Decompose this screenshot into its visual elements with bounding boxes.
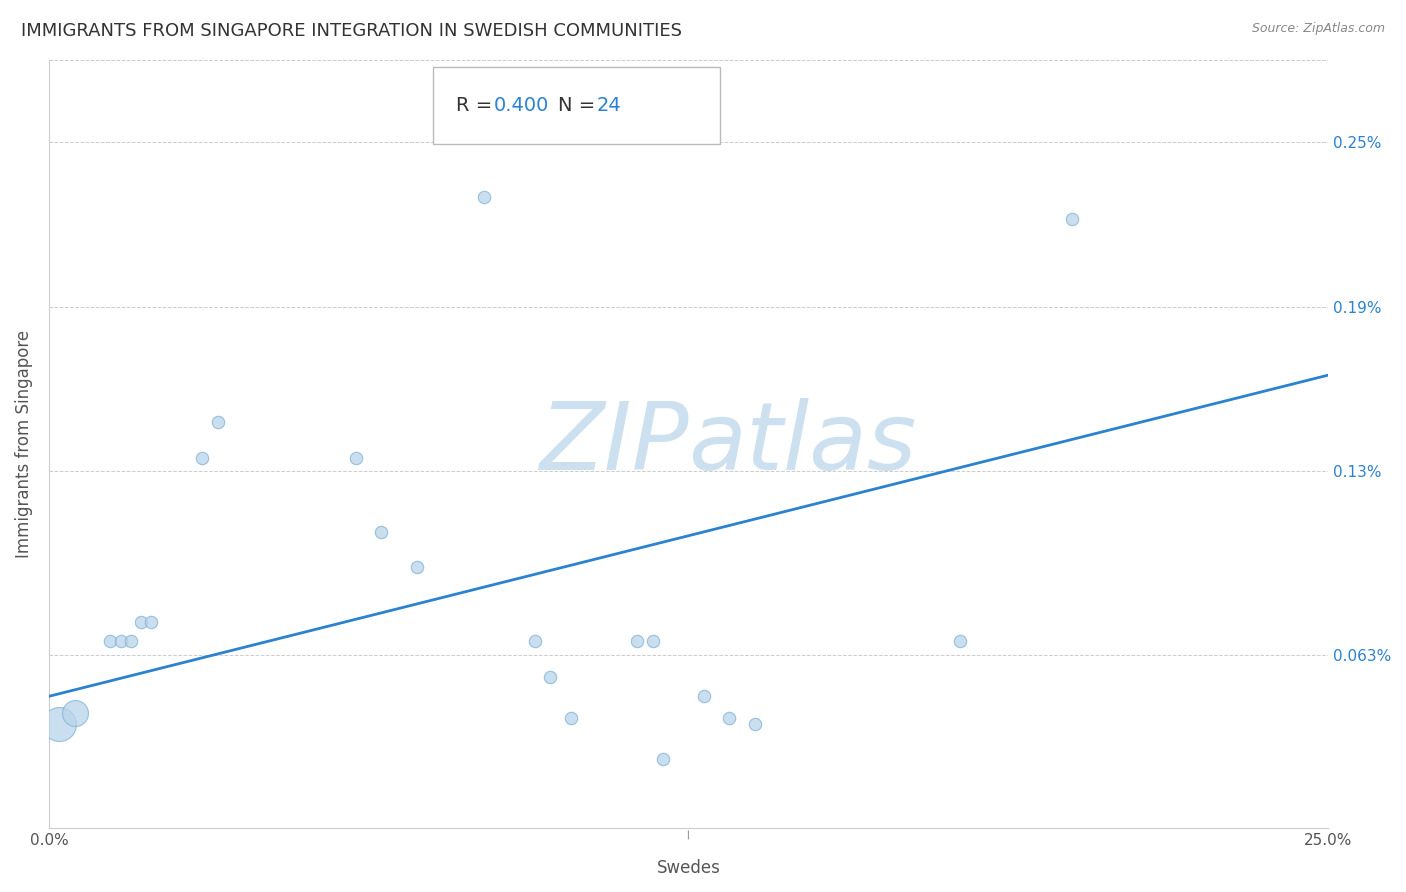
Point — [1062, 211, 1084, 226]
Point — [651, 752, 673, 766]
Point — [560, 711, 582, 725]
Point — [948, 634, 970, 648]
Point — [744, 716, 766, 731]
Point — [48, 716, 70, 731]
Text: Source: ZipAtlas.com: Source: ZipAtlas.com — [1251, 22, 1385, 36]
Point — [406, 560, 429, 574]
Point — [626, 634, 648, 648]
Text: 0.400: 0.400 — [494, 96, 550, 115]
Point — [523, 634, 546, 648]
Point — [641, 634, 664, 648]
Point — [63, 706, 86, 720]
Text: ZIP: ZIP — [538, 399, 689, 490]
Point — [472, 190, 495, 204]
Text: N =: N = — [558, 96, 602, 115]
FancyBboxPatch shape — [433, 67, 720, 145]
Text: atlas: atlas — [689, 399, 917, 490]
Point — [141, 615, 163, 630]
Y-axis label: Immigrants from Singapore: Immigrants from Singapore — [15, 330, 32, 558]
Point — [538, 670, 561, 684]
Point — [129, 615, 152, 630]
Point — [344, 450, 367, 465]
Text: R =: R = — [456, 96, 498, 115]
Point — [98, 634, 121, 648]
Point — [191, 450, 214, 465]
Point — [370, 524, 392, 539]
Point — [120, 634, 142, 648]
Point — [718, 711, 741, 725]
Point — [207, 415, 229, 429]
X-axis label: Swedes: Swedes — [657, 859, 720, 877]
Point — [110, 634, 132, 648]
Text: IMMIGRANTS FROM SINGAPORE INTEGRATION IN SWEDISH COMMUNITIES: IMMIGRANTS FROM SINGAPORE INTEGRATION IN… — [21, 22, 682, 40]
Text: 24: 24 — [596, 96, 621, 115]
Point — [693, 690, 716, 704]
